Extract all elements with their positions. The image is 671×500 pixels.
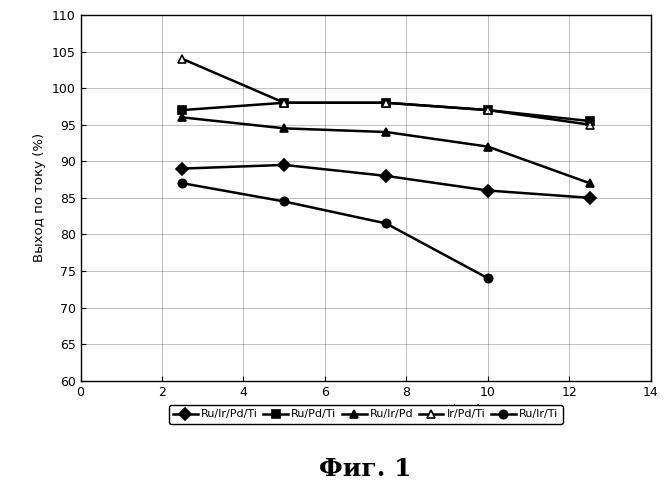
Line: Ir/Pd/Ti: Ir/Pd/Ti — [178, 54, 594, 129]
Ir/Pd/Ti — [280, 100, 289, 106]
Ir/Pd/Ti — [178, 56, 187, 62]
Ru/Pd/Ti — [280, 100, 289, 106]
Ru/Pd/Ti — [586, 118, 594, 124]
Text: Фиг. 1: Фиг. 1 — [319, 457, 412, 481]
Ru/Pd/Ti — [178, 107, 187, 113]
Ru/Ir/Ti — [484, 276, 492, 281]
Ir/Pd/Ti — [484, 107, 492, 113]
Ru/Pd/Ti — [484, 107, 492, 113]
Ru/Ir/Ti — [382, 220, 390, 226]
Ru/Ir/Pd/Ti — [178, 166, 187, 172]
Legend: Ru/Ir/Pd/Ti, Ru/Pd/Ti, Ru/Ir/Pd, Ir/Pd/Ti, Ru/Ir/Ti: Ru/Ir/Pd/Ti, Ru/Pd/Ti, Ru/Ir/Pd, Ir/Pd/T… — [169, 405, 562, 424]
Ru/Ir/Pd/Ti — [280, 162, 289, 168]
Ru/Ir/Pd/Ti — [586, 195, 594, 201]
X-axis label: Концентрация гипохлорита (г/л): Концентрация гипохлорита (г/л) — [250, 404, 482, 417]
Ru/Ir/Pd/Ti — [382, 173, 390, 179]
Ir/Pd/Ti — [586, 122, 594, 128]
Ru/Ir/Pd — [382, 129, 390, 135]
Ir/Pd/Ti — [382, 100, 390, 106]
Ru/Ir/Pd — [484, 144, 492, 150]
Ru/Ir/Ti — [280, 198, 289, 204]
Line: Ru/Pd/Ti: Ru/Pd/Ti — [178, 98, 594, 125]
Ru/Ir/Pd/Ti — [484, 188, 492, 194]
Ru/Ir/Pd — [586, 180, 594, 186]
Y-axis label: Выход по току (%): Выход по току (%) — [34, 134, 46, 262]
Ru/Pd/Ti — [382, 100, 390, 106]
Ru/Ir/Ti — [178, 180, 187, 186]
Ru/Ir/Pd — [178, 114, 187, 120]
Line: Ru/Ir/Pd/Ti: Ru/Ir/Pd/Ti — [178, 161, 594, 202]
Line: Ru/Ir/Ti: Ru/Ir/Ti — [178, 179, 492, 282]
Ru/Ir/Pd — [280, 126, 289, 132]
Line: Ru/Ir/Pd: Ru/Ir/Pd — [178, 113, 594, 188]
